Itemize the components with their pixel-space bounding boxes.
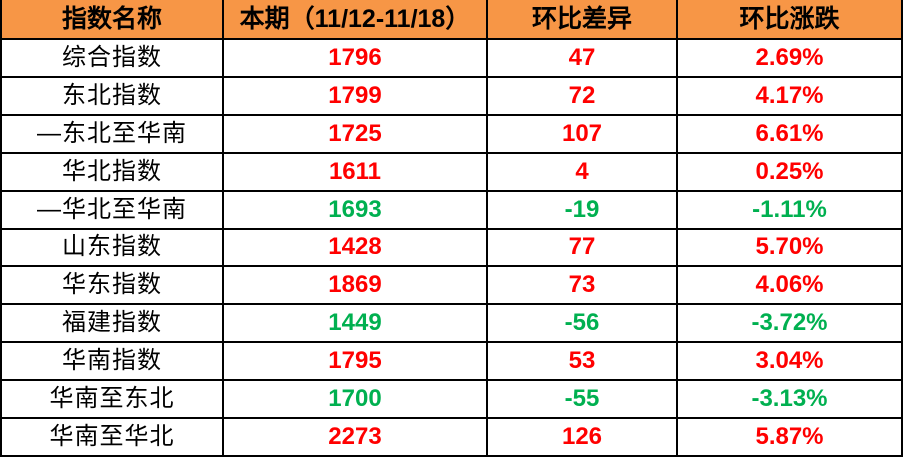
diff-value-cell: -19: [488, 191, 678, 230]
pct-value-cell: 5.87%: [678, 419, 903, 457]
pct-value-cell: -3.13%: [678, 381, 903, 420]
index-name-cell: 华北指数: [2, 153, 224, 192]
diff-value-cell: 107: [488, 115, 678, 154]
index-name-cell: 华南指数: [2, 343, 224, 382]
diff-value-cell: -55: [488, 381, 678, 420]
diff-value-cell: 47: [488, 40, 678, 78]
column-header-chain-change: 环比涨跌: [678, 0, 903, 40]
diff-value-cell: 126: [488, 419, 678, 457]
diff-value-cell: 72: [488, 77, 678, 116]
current-value-cell: 1428: [224, 229, 488, 268]
pct-value-cell: 6.61%: [678, 115, 903, 154]
current-value-cell: 1725: [224, 115, 488, 154]
index-name-cell: 华南至华北: [2, 419, 224, 457]
index-name-cell: 福建指数: [2, 305, 224, 344]
diff-value-cell: 4: [488, 153, 678, 192]
current-value-cell: 1693: [224, 191, 488, 230]
current-value-cell: 2273: [224, 419, 488, 457]
diff-value-cell: -56: [488, 305, 678, 344]
index-name-cell: 华南至东北: [2, 381, 224, 420]
index-name-cell: 华东指数: [2, 267, 224, 306]
index-name-cell: —华北至华南: [2, 191, 224, 230]
pct-value-cell: 0.25%: [678, 153, 903, 192]
column-header-chain-diff: 环比差异: [488, 0, 678, 40]
pct-value-cell: 4.06%: [678, 267, 903, 306]
pct-value-cell: 2.69%: [678, 40, 903, 78]
pct-value-cell: 5.70%: [678, 229, 903, 268]
pct-value-cell: 4.17%: [678, 77, 903, 116]
index-name-cell: —东北至华南: [2, 115, 224, 154]
column-header-index-name: 指数名称: [2, 0, 224, 40]
pct-value-cell: -1.11%: [678, 191, 903, 230]
current-value-cell: 1700: [224, 381, 488, 420]
index-name-cell: 综合指数: [2, 40, 224, 78]
diff-value-cell: 77: [488, 229, 678, 268]
current-value-cell: 1799: [224, 77, 488, 116]
pct-value-cell: -3.72%: [678, 305, 903, 344]
pct-value-cell: 3.04%: [678, 343, 903, 382]
diff-value-cell: 53: [488, 343, 678, 382]
current-value-cell: 1611: [224, 153, 488, 192]
current-value-cell: 1795: [224, 343, 488, 382]
index-name-cell: 山东指数: [2, 229, 224, 268]
current-value-cell: 1449: [224, 305, 488, 344]
index-name-cell: 东北指数: [2, 77, 224, 116]
diff-value-cell: 73: [488, 267, 678, 306]
column-header-current-period: 本期（11/12-11/18）: [224, 0, 488, 40]
current-value-cell: 1796: [224, 40, 488, 78]
current-value-cell: 1869: [224, 267, 488, 306]
